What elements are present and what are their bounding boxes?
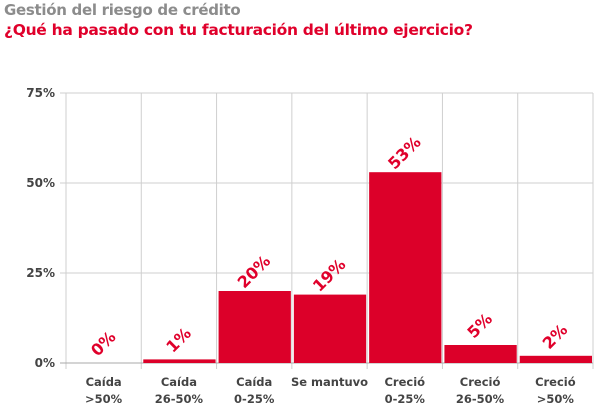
bar (519, 355, 592, 363)
data-label: 1% (162, 324, 195, 357)
x-tick-label: Creció (384, 375, 425, 389)
bar (143, 359, 216, 363)
x-tick-label: Caída (236, 375, 272, 389)
y-tick-label: 50% (26, 176, 55, 190)
data-label: 0% (87, 327, 120, 360)
data-label: 5% (463, 309, 496, 342)
data-label: 20% (234, 251, 275, 292)
x-tick-label: >50% (537, 392, 575, 406)
x-tick-label: 0-25% (234, 392, 275, 406)
x-tick-label: Caída (86, 375, 122, 389)
chart-title: Gestión del riesgo de crédito (4, 1, 241, 19)
y-tick-label: 25% (26, 266, 55, 280)
data-label: 19% (309, 255, 350, 296)
x-tick-label: Creció (535, 375, 576, 389)
x-tick-label: Creció (460, 375, 501, 389)
bar (293, 294, 367, 363)
y-tick-label: 75% (26, 86, 55, 100)
y-tick-label: 0% (35, 356, 55, 370)
x-tick-label: 26-50% (456, 392, 505, 406)
x-tick-label: 0-25% (385, 392, 426, 406)
chart-subtitle: ¿Qué ha pasado con tu facturación del úl… (4, 21, 473, 39)
x-tick-label: Caída (161, 375, 197, 389)
x-tick-label: >50% (85, 392, 123, 406)
bar (218, 291, 291, 363)
bar (369, 172, 442, 363)
x-tick-label: 26-50% (155, 392, 204, 406)
x-tick-label: Se mantuvo (291, 375, 368, 389)
data-label: 53% (384, 133, 425, 174)
bar (444, 345, 517, 363)
data-label: 2% (539, 320, 572, 353)
